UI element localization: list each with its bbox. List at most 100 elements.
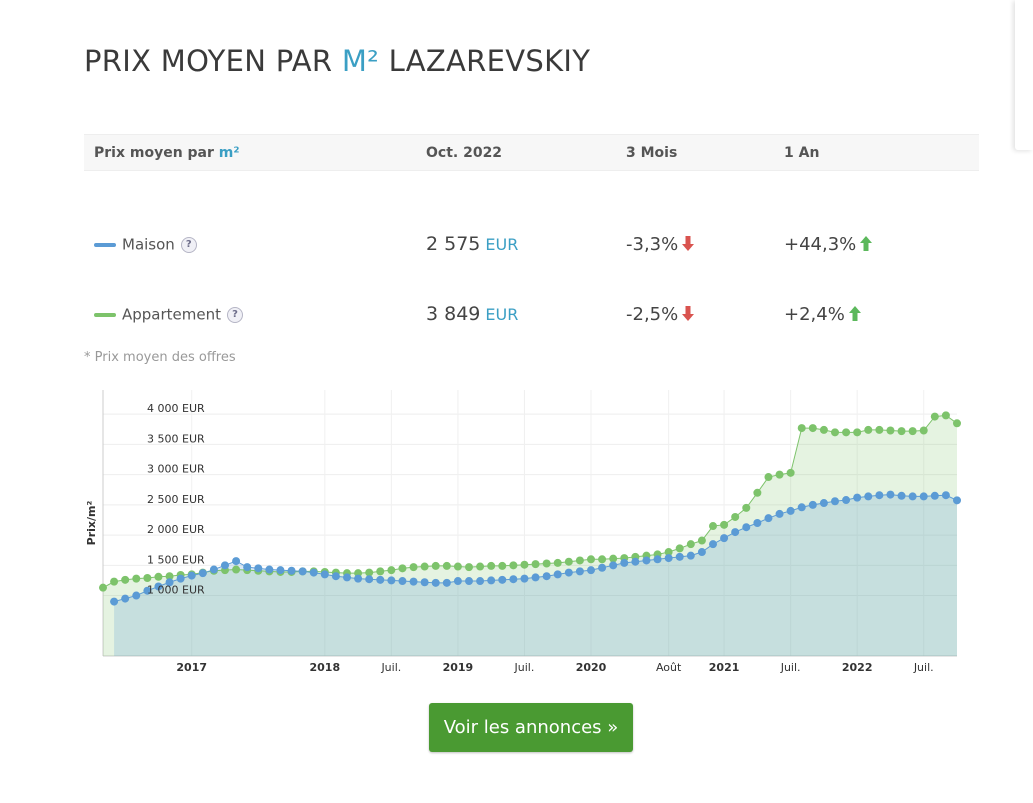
maison-point [431,578,440,587]
appartement-point [930,412,939,421]
appartement-point [531,560,540,569]
view-listings-button[interactable]: Voir les annonces » [429,703,633,752]
appartement-point [387,566,396,575]
maison-point [908,492,917,501]
maison-point [897,491,906,500]
maison-point [198,569,207,578]
maison-point [531,573,540,582]
appartement-point [775,470,784,479]
appartement-point [709,522,717,531]
x-tick-label: Juil. [780,661,801,674]
appartement-point [720,520,729,529]
header-type: Prix moyen par m² [84,134,416,171]
appartement-point [886,426,895,435]
appartement-point [398,564,407,573]
maison-point [232,557,241,566]
arrow-down-icon [682,305,695,325]
maison-point [542,572,551,581]
maison-point [831,497,839,506]
maison-point [598,563,607,572]
appartement-point [753,488,762,497]
x-tick-label: Août [656,661,682,674]
appartement-point [453,562,462,571]
y-tick-label: 1 000 EUR [147,584,205,597]
maison-area [114,494,957,656]
y-tick-label: 2 500 EUR [147,493,205,506]
maison-point [376,575,385,584]
appartement-point [609,554,618,563]
appartement-point [553,558,562,567]
x-tick-label: 2018 [310,661,341,674]
appartement-point [842,428,851,437]
change-1-year: +2,4% [784,303,845,325]
x-tick-label: Juil. [514,661,535,674]
maison-point [165,578,174,587]
appartement-point [686,540,695,549]
maison-point [387,576,396,585]
maison-point [819,499,828,508]
appartement-point [476,562,485,571]
price-chart: 1 000 EUR 1 500 EUR 2 000 EUR 2 500 EUR 3 00… [85,390,961,674]
appartement-point [154,572,163,581]
maison-point [875,491,884,500]
help-icon[interactable]: ? [180,236,197,253]
appartement-point [542,559,551,568]
maison-point [287,566,296,575]
appartement-point [431,561,440,570]
table-row: Appartement? 3 849 EUR -2,5% +2,4% [84,279,979,349]
maison-point [221,561,229,570]
appartement-point [575,556,584,565]
appartement-point [99,583,107,592]
maison-point [764,514,773,523]
maison-legend-swatch [94,242,116,247]
maison-point [564,568,573,577]
appartement-point [697,536,706,545]
appartement-point [587,555,595,564]
maison-point [941,491,950,500]
appartement-point [564,557,573,566]
maison-point [631,557,640,566]
appartement-point [121,575,130,584]
side-panel-edge [1015,0,1033,150]
appartement-point [731,512,740,521]
y-tick-label: 3 500 EUR [147,432,205,445]
appartement-point [797,424,806,433]
x-tick-label: Juil. [380,661,401,674]
price-table-header: Prix moyen par m² Oct. 2022 3 Mois 1 An [84,134,979,171]
maison-point [243,563,252,572]
maison-point [775,509,784,518]
maison-point [664,554,673,563]
maison-point [476,577,485,586]
maison-point [742,523,751,532]
appartement-point [509,561,518,570]
maison-point [575,567,584,576]
arrow-up-icon [848,305,861,325]
maison-point [154,582,163,591]
appartement-point [808,424,817,433]
appartement-point [742,503,751,512]
maison-point [343,573,351,582]
change-1-year: +44,3% [784,233,857,255]
appartement-point [365,568,374,577]
maison-point [930,491,939,500]
maison-point [642,556,651,565]
help-icon[interactable]: ? [227,306,244,323]
maison-point [697,548,706,557]
appartement-point [598,555,607,564]
table-row: Maison? 2 575 EUR -3,3% +44,3% [84,171,979,280]
appartement-point [498,561,507,570]
maison-point [409,577,418,586]
appartement-point [132,574,141,583]
maison-point [465,577,473,586]
maison-point [886,490,895,499]
appartement-point [420,562,429,571]
maison-point [786,506,795,515]
appartement-point [520,560,529,569]
maison-point [420,578,429,587]
maison-point [753,519,762,527]
maison-point [442,578,451,587]
maison-point [187,571,196,580]
maison-point [808,500,817,509]
maison-point [509,575,518,584]
maison-point [919,492,928,501]
